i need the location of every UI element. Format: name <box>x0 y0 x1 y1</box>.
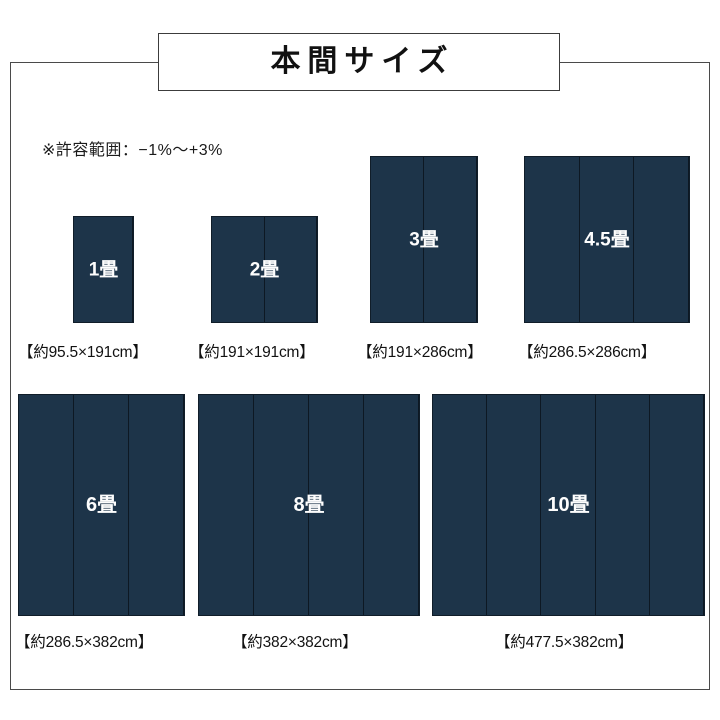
mat-8jo: 8畳 <box>198 394 420 616</box>
mat-panel <box>265 217 317 322</box>
mat-caption-3jo: 【約191×286cm】 <box>357 344 483 361</box>
mat-panel <box>433 395 488 615</box>
mat-10jo: 10畳 <box>432 394 705 616</box>
mat-2jo: 2畳 <box>211 216 318 323</box>
mat-panel <box>74 217 133 322</box>
mat-6jo: 6畳 <box>18 394 185 616</box>
mat-panel <box>212 217 265 322</box>
mat-panel <box>199 395 254 615</box>
page-title: 本間サイズ <box>270 45 455 78</box>
mat-panel <box>19 395 74 615</box>
mat-1jo: 1畳 <box>73 216 134 323</box>
tolerance-note: ※許容範囲：−1%〜+3% <box>42 142 223 159</box>
mat-45jo: 4.5畳 <box>524 156 690 323</box>
mat-panel <box>596 395 650 615</box>
mat-caption-1jo: 【約95.5×191cm】 <box>18 344 148 361</box>
mat-panel <box>525 157 580 322</box>
mat-panel <box>309 395 364 615</box>
mat-panel <box>424 157 477 322</box>
mat-panel <box>254 395 309 615</box>
mat-panel <box>364 395 419 615</box>
mat-panel <box>634 157 690 322</box>
mat-panel <box>650 395 705 615</box>
mat-panel <box>74 395 129 615</box>
mat-panel <box>129 395 184 615</box>
mat-caption-2jo: 【約191×191cm】 <box>189 344 315 361</box>
mat-caption-8jo: 【約382×382cm】 <box>232 634 358 651</box>
mat-panel <box>487 395 542 615</box>
mat-caption-6jo: 【約286.5×382cm】 <box>15 634 154 651</box>
mat-panel <box>580 157 635 322</box>
mat-caption-45jo: 【約286.5×286cm】 <box>518 344 657 361</box>
mat-3jo: 3畳 <box>370 156 478 323</box>
mat-caption-10jo: 【約477.5×382cm】 <box>495 634 634 651</box>
title-plate: 本間サイズ <box>158 33 560 91</box>
mat-panel <box>371 157 424 322</box>
mat-panel <box>541 395 596 615</box>
